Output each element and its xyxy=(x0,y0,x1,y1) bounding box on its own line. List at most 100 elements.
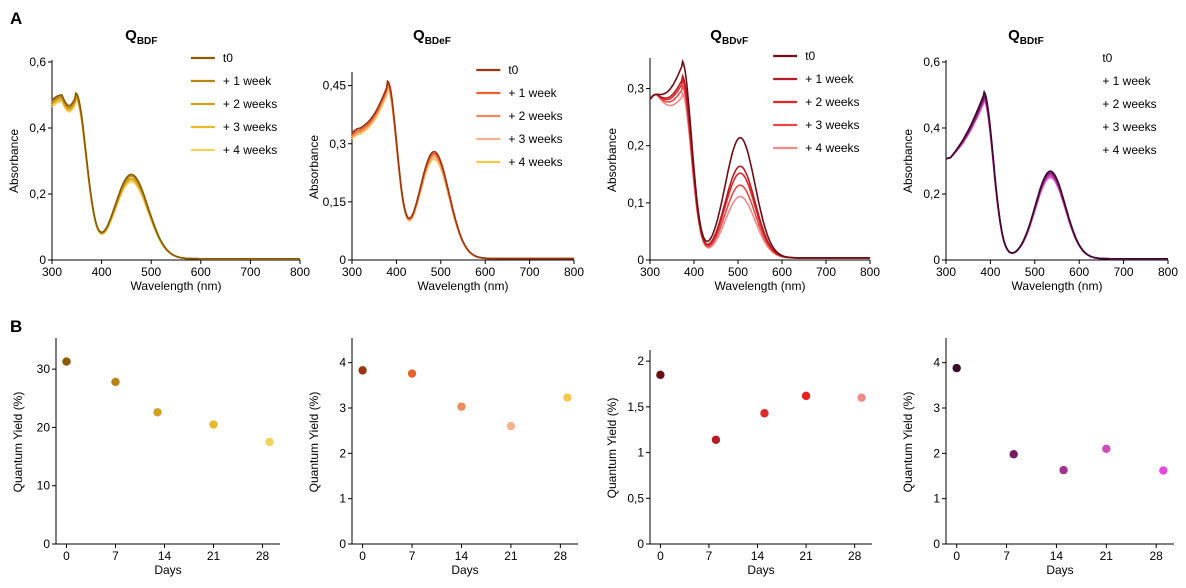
data-point xyxy=(209,420,218,429)
x-tick-label: 700 xyxy=(240,265,260,279)
x-tick-label: 7 xyxy=(112,549,119,563)
y-axis-label: Quantum Yield (%) xyxy=(307,392,321,493)
y-axis-label: Absorbance xyxy=(901,129,915,193)
x-tick-label: 700 xyxy=(816,265,836,279)
legend-label: + 2 weeks xyxy=(508,109,562,123)
data-point xyxy=(506,421,516,431)
x-tick-label: 300 xyxy=(640,265,660,279)
x-tick-label: 600 xyxy=(475,265,495,279)
y-tick-label: 20 xyxy=(37,420,51,434)
series-line xyxy=(945,89,1168,260)
x-tick-label: 700 xyxy=(1114,265,1134,279)
chart-1: 0 0,2 0,4 0,6 300 400 500 600 700 800 Wavelength (… xyxy=(7,27,310,293)
x-tick-label: 600 xyxy=(1069,265,1089,279)
data-point xyxy=(656,370,665,380)
y-tick-label: 0,4 xyxy=(923,121,940,135)
x-tick-label: 400 xyxy=(386,265,406,279)
data-point xyxy=(265,437,274,447)
y-tick-label: 0,15 xyxy=(323,195,347,209)
series-line xyxy=(649,58,870,259)
y-tick-label: 0 xyxy=(637,253,644,267)
y-tick-label: 1 xyxy=(339,492,346,506)
y-tick-label: 3 xyxy=(933,401,940,415)
x-tick-label: 28 xyxy=(848,549,862,563)
x-tick-label: 500 xyxy=(728,265,748,279)
legend-label: t0 xyxy=(508,63,518,77)
x-tick-label: 500 xyxy=(141,265,161,279)
y-axis-label: Quantum Yield (%) xyxy=(605,398,619,499)
data-point xyxy=(358,366,367,375)
x-tick-label: 400 xyxy=(684,265,704,279)
chart-title-sub: BDtF xyxy=(1020,36,1044,47)
x-tick-label: 14 xyxy=(1050,549,1064,563)
x-axis-label: Wavelength (nm) xyxy=(131,279,222,293)
y-tick-label: 4 xyxy=(933,356,940,370)
chart-4: 0 0,2 0,4 0,6 300 400 500 600 700 800 Wavelength (… xyxy=(901,27,1178,293)
x-tick-label: 0 xyxy=(63,549,70,563)
chart-5: 0 10 20 30 0 7 14 21 28 Days Quantum Yield (%) xyxy=(11,338,280,577)
chart-6: 0 1 2 3 4 0 7 14 21 28 Days Quantum Yield (%) xyxy=(307,338,578,577)
x-tick-label: 0 xyxy=(953,549,960,563)
y-tick-label: 0,4 xyxy=(29,121,46,135)
y-tick-label: 4 xyxy=(339,356,346,370)
y-tick-label: 30 xyxy=(37,362,51,376)
x-tick-label: 500 xyxy=(1025,265,1045,279)
x-tick-label: 400 xyxy=(92,265,112,279)
x-tick-label: 500 xyxy=(431,265,451,279)
legend-label: t0 xyxy=(1102,51,1112,65)
x-tick-label: 800 xyxy=(1158,265,1178,279)
data-point xyxy=(1059,465,1068,475)
y-axis-label: Quantum Yield (%) xyxy=(901,392,915,493)
legend-label: t0 xyxy=(805,49,815,63)
x-tick-label: 14 xyxy=(455,549,469,563)
chart-title: QBDtF xyxy=(1008,27,1044,47)
x-tick-label: 0 xyxy=(359,549,366,563)
chart-title: QBDvF xyxy=(710,27,748,47)
x-tick-label: 800 xyxy=(290,265,310,279)
y-tick-label: 10 xyxy=(37,479,51,493)
y-tick-label: 0 xyxy=(39,253,46,267)
chart-title-sub: BDvF xyxy=(722,36,748,47)
legend-label: + 3 weeks xyxy=(508,132,562,146)
x-tick-label: 21 xyxy=(504,549,518,563)
data-point xyxy=(407,369,417,378)
x-tick-label: 800 xyxy=(564,265,584,279)
y-tick-label: 0 xyxy=(933,537,940,551)
data-point xyxy=(801,391,811,401)
x-tick-label: 300 xyxy=(342,265,362,279)
legend-label: + 1 week xyxy=(1102,74,1151,88)
y-tick-label: 0,3 xyxy=(627,82,644,96)
legend-label: + 3 weeks xyxy=(805,118,859,132)
y-tick-label: 3 xyxy=(339,401,346,415)
y-axis-label: Absorbance xyxy=(7,129,21,193)
panel-label-a: A xyxy=(10,9,22,28)
panel-label-b: B xyxy=(10,317,22,336)
series-line xyxy=(51,91,300,260)
data-point xyxy=(1009,450,1018,459)
y-tick-label: 2 xyxy=(637,354,644,368)
y-tick-label: 0 xyxy=(339,253,346,267)
data-point xyxy=(62,357,71,366)
x-tick-label: 28 xyxy=(256,549,270,563)
legend-label: + 2 weeks xyxy=(805,95,859,109)
chart-7: 0 0,5 1 1,5 2 0 7 14 21 28 Days Quantum Yield (%) xyxy=(605,350,872,577)
series-line xyxy=(351,79,574,260)
x-axis-label: Wavelength (nm) xyxy=(715,279,806,293)
x-axis-label: Days xyxy=(154,563,181,577)
x-tick-label: 14 xyxy=(158,549,172,563)
legend-label: + 4 weeks xyxy=(805,141,859,155)
x-axis-label: Wavelength (nm) xyxy=(1012,279,1103,293)
x-tick-label: 0 xyxy=(657,549,664,563)
y-tick-label: 0,45 xyxy=(323,79,347,93)
data-point xyxy=(952,363,961,373)
y-tick-label: 2 xyxy=(339,446,346,460)
x-tick-label: 28 xyxy=(1150,549,1164,563)
y-tick-label: 0 xyxy=(43,537,50,551)
y-tick-label: 0,2 xyxy=(627,139,644,153)
x-tick-label: 28 xyxy=(554,549,568,563)
y-tick-label: 0 xyxy=(933,253,940,267)
y-tick-label: 1 xyxy=(637,446,644,460)
legend-label: + 1 week xyxy=(508,86,557,100)
chart-title-sub: BDeF xyxy=(425,36,451,47)
legend-label: + 3 weeks xyxy=(1102,120,1156,134)
